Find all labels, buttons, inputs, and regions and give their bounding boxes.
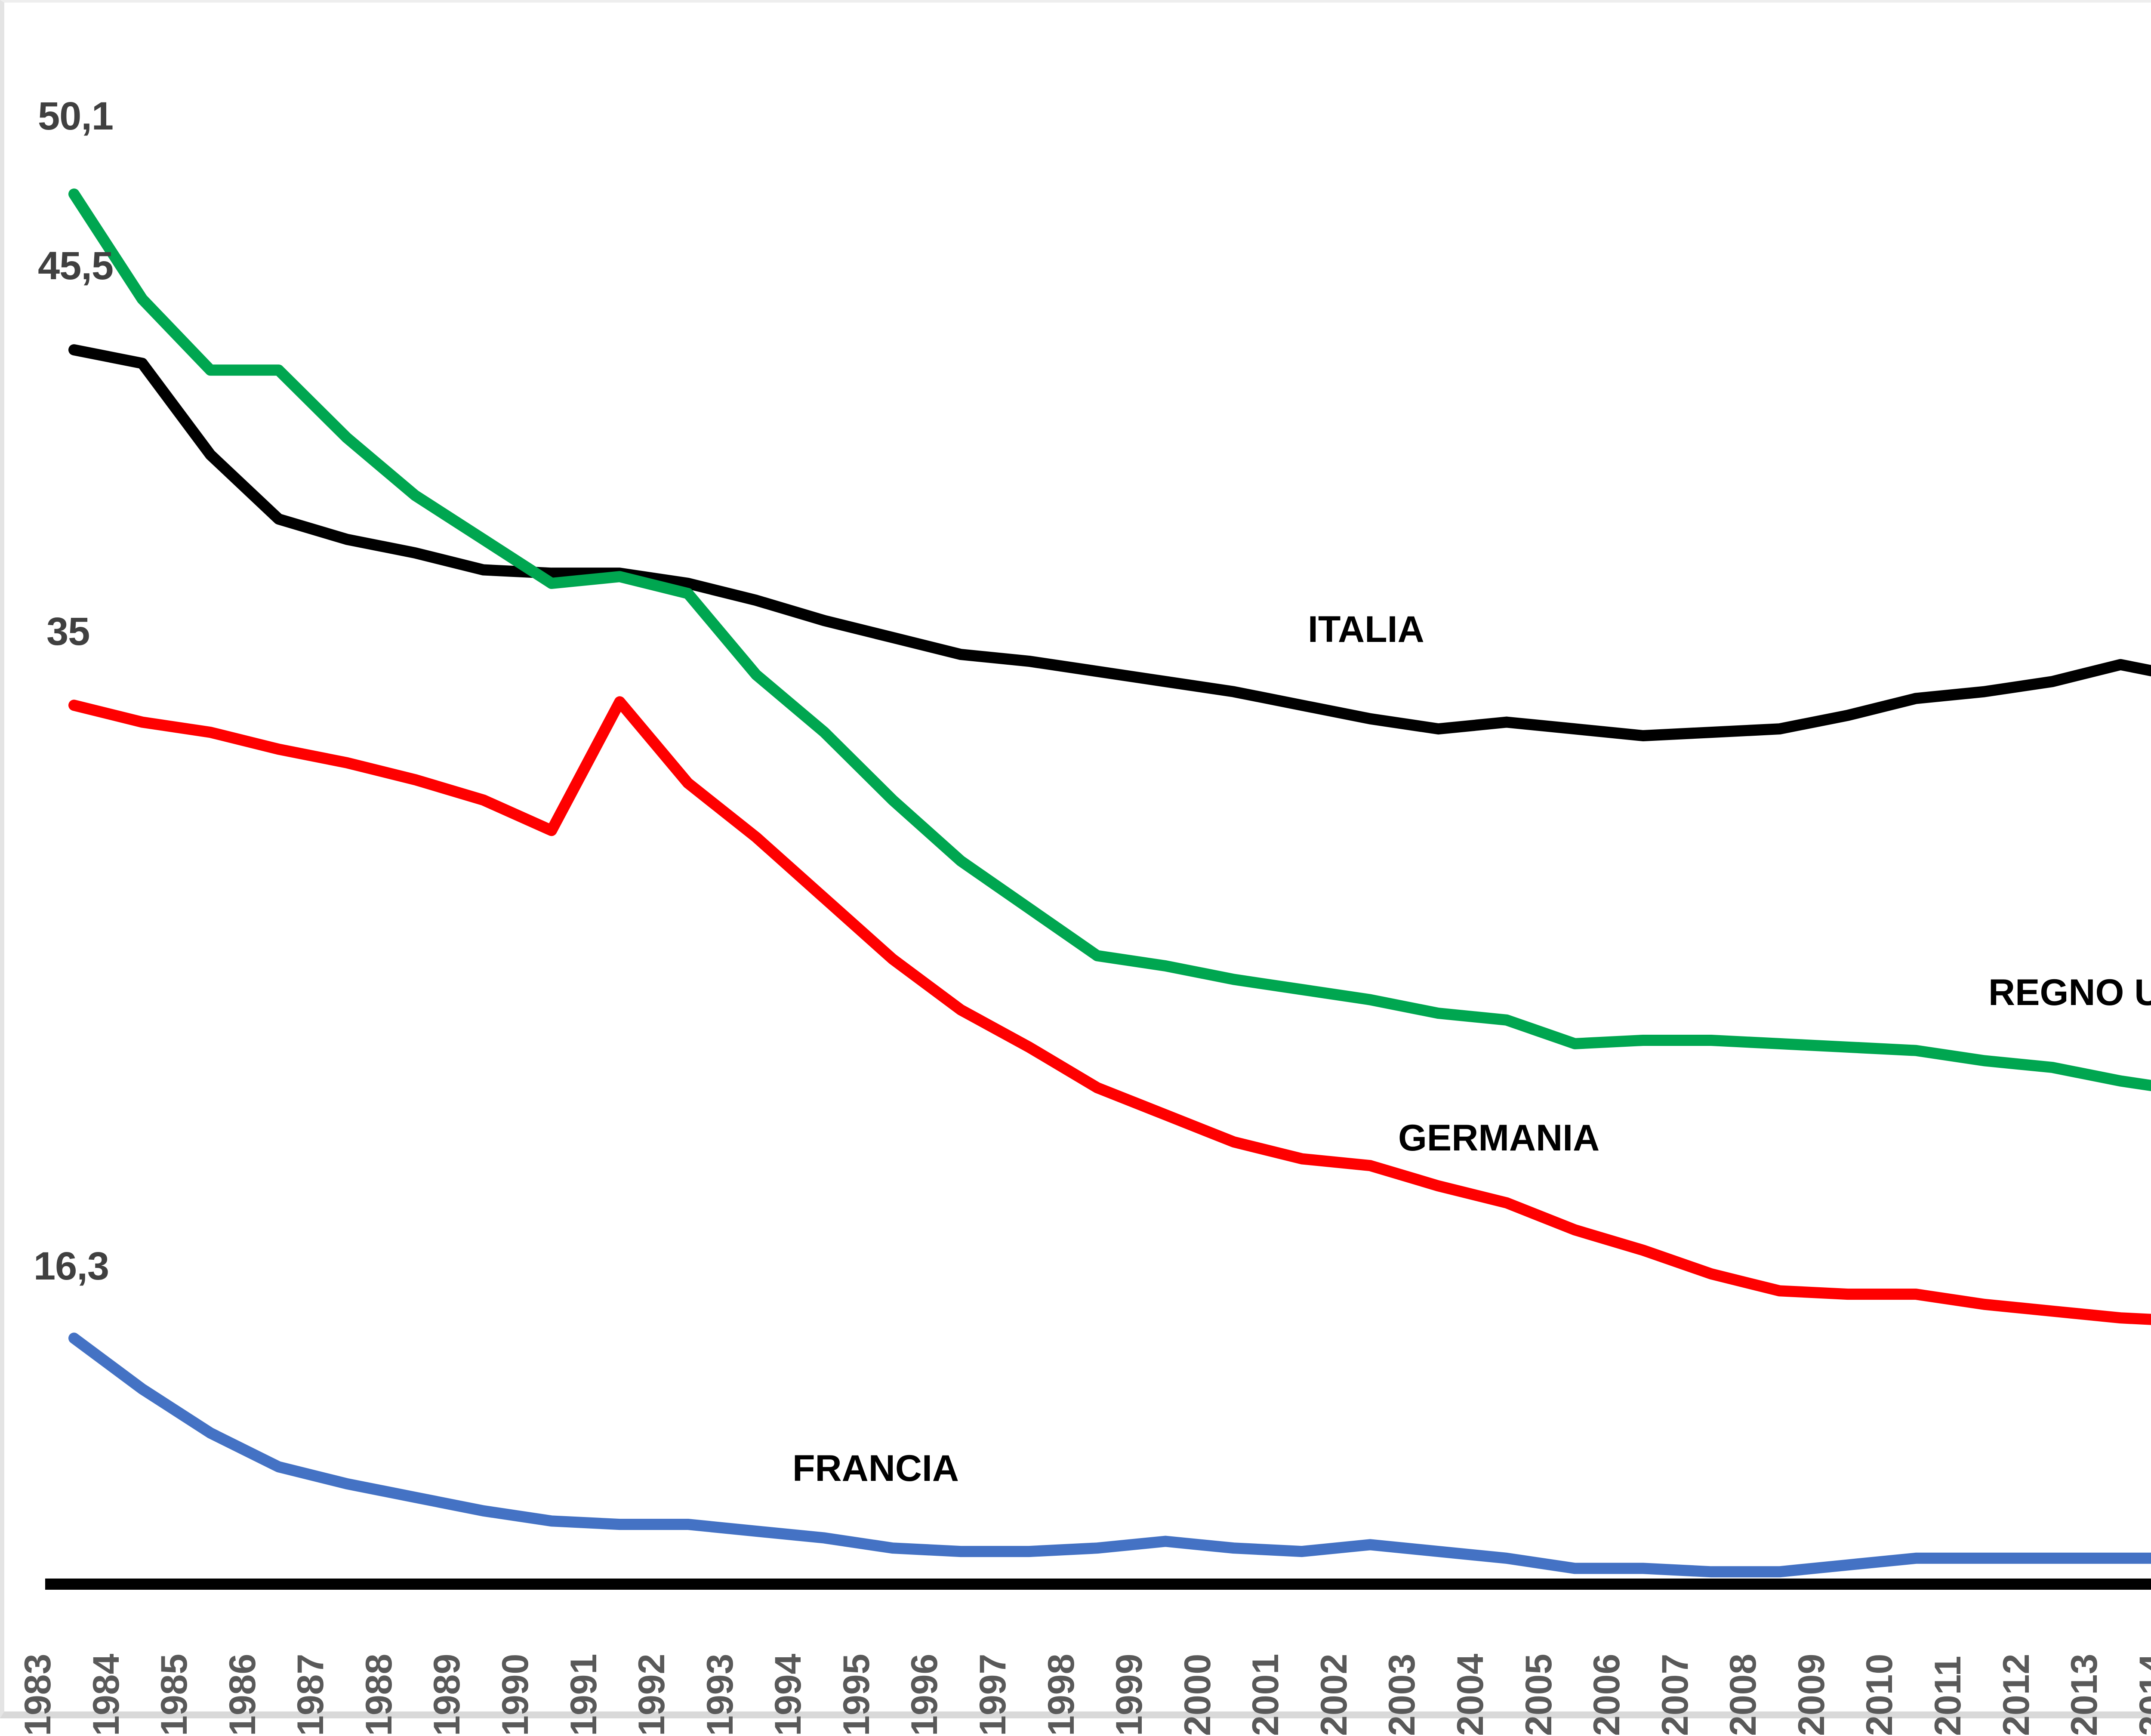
x-axis-tick-label: 1983 [17,1653,59,1736]
x-axis-tick-label: 1988 [358,1653,400,1736]
x-axis-tick-label: 2013 [2064,1653,2105,1736]
x-axis-tick-label: 1997 [972,1653,1014,1736]
x-axis-tick-label: 2010 [1859,1653,1901,1736]
series-line-francia [68,1332,2151,1578]
x-axis-tick-label: 1992 [631,1653,673,1736]
x-axis-tick-label: 1999 [1109,1653,1150,1736]
x-axis-tick-label: 1986 [222,1653,263,1736]
x-axis-tick-label: 1985 [154,1653,195,1736]
x-axis-tick-label: 1987 [290,1653,332,1736]
x-axis-tick-label: 2004 [1450,1653,1491,1736]
x-axis-tick-label: 1989 [426,1653,468,1736]
x-axis-tick-label: 1996 [904,1653,946,1736]
start-value-label-3: 16,3 [34,1244,109,1288]
start-value-label-1: 45,5 [38,244,114,288]
series-line-regno-unito [68,188,2151,1092]
x-axis-tick-label: 2000 [1177,1653,1218,1736]
x-axis-tick-label: 1990 [495,1653,536,1736]
x-axis-tick-label: 2008 [1723,1653,1764,1736]
x-axis-tick-label: 1991 [563,1653,604,1736]
series-label-regno-unito: REGNO UNITO [1988,972,2151,1013]
x-axis-tick-label: 2012 [1995,1653,2037,1736]
line-chart-plot-area: 50,145,53516,334,423,416,58,8ITALIAREGNO… [4,3,2151,1736]
series-line-germania [68,696,2151,1325]
x-axis-tick-label: 2005 [1518,1653,1559,1736]
x-axis-tick-label: 2007 [1654,1653,1696,1736]
x-axis-tick-label: 1995 [835,1653,877,1736]
series-line-italia [68,344,2151,741]
x-axis-tick-label: 2003 [1381,1653,1423,1736]
x-axis-tick-label: 2014 [2132,1653,2151,1736]
x-axis-tick-label: 1998 [1040,1653,1082,1736]
x-axis-tick-label: 2009 [1790,1653,1832,1736]
x-axis-tick-label: 1993 [699,1653,741,1736]
start-value-label-0: 50,1 [38,94,114,138]
x-axis-baseline [45,1579,2151,1590]
series-lines-svg [68,188,2151,1578]
x-axis-tick-label: 1994 [767,1653,809,1736]
x-axis-tick-label: 2006 [1586,1653,1628,1736]
x-axis-tick-label: 2011 [1927,1656,1969,1736]
series-label-germania: GERMANIA [1398,1117,1600,1159]
series-label-francia: FRANCIA [792,1448,959,1489]
start-value-label-2: 35 [46,610,90,654]
x-axis-tick-label: 2001 [1245,1653,1287,1736]
x-axis-tick-label: 2002 [1313,1653,1355,1736]
series-label-italia: ITALIA [1308,609,1424,650]
x-axis-tick-label: 1984 [85,1653,127,1736]
